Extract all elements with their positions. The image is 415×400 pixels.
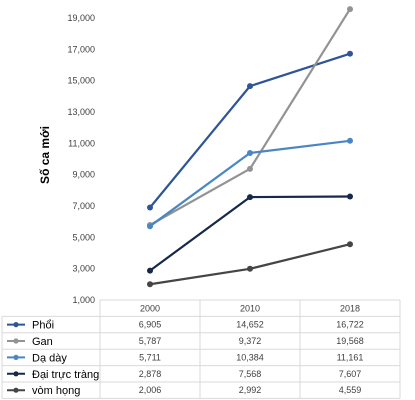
data-value-label: 5,711	[139, 352, 161, 362]
data-value-label: 10,384	[236, 352, 264, 362]
y-axis-ticks: 1,000 3,000 5,000 7,000 9,000 11,000 13,000 15,…	[67, 13, 95, 305]
data-value-label: 7,568	[239, 369, 262, 379]
data-value-label: 4,559	[339, 385, 362, 395]
series-name: Đại trực tràng	[32, 369, 99, 381]
y-tick-label: 19,000	[67, 13, 95, 23]
data-point	[347, 137, 353, 144]
data-point	[347, 6, 353, 13]
data-table: 2000 2010 2018 Phổi 6,905 14,652 16,722 Gan 5,78…	[1, 299, 401, 399]
legend-marker-key	[13, 338, 19, 344]
data-point	[247, 165, 253, 172]
series-name: Phổi	[32, 320, 54, 332]
data-value-label: 11,161	[337, 352, 364, 362]
y-tick-label: 5,000	[72, 232, 95, 242]
data-value-label: 9,372	[239, 336, 262, 346]
legend-marker-key	[13, 387, 19, 393]
y-tick-label: 7,000	[72, 201, 95, 211]
data-value-label: 2,992	[239, 385, 262, 395]
y-tick-label: 9,000	[72, 170, 95, 180]
y-tick-label: 17,000	[67, 44, 95, 54]
data-value-label: 2,878	[139, 369, 162, 379]
data-value-label: 19,568	[336, 336, 364, 346]
y-tick-label: 13,000	[67, 107, 95, 117]
data-point	[247, 149, 253, 156]
data-point	[147, 204, 153, 211]
data-point	[347, 193, 353, 200]
data-point	[247, 265, 253, 272]
data-point	[247, 83, 253, 90]
x-category-label: 2018	[340, 304, 360, 314]
legend-marker-key	[13, 371, 19, 377]
series-name: Dạ dày	[32, 352, 67, 364]
data-point	[147, 223, 153, 230]
legend-marker-key	[13, 354, 19, 360]
data-value-label: 5,787	[139, 336, 162, 346]
data-point	[147, 281, 153, 288]
x-category-label: 2000	[140, 304, 160, 314]
series-name: Gan	[32, 336, 53, 348]
series-name: vòm họng	[32, 385, 80, 397]
data-value-label: 2,006	[139, 385, 162, 395]
y-tick-label: 1,000	[72, 295, 95, 305]
y-tick-label: 15,000	[67, 76, 95, 86]
series-line	[149, 52, 351, 209]
data-point	[147, 267, 153, 274]
data-value-label: 6,905	[139, 320, 162, 330]
y-tick-label: 3,000	[72, 264, 95, 274]
data-point	[347, 241, 353, 248]
legend-marker-key	[13, 322, 19, 328]
series-lines	[147, 6, 353, 288]
data-value-label: 7,607	[339, 369, 362, 379]
data-value-label: 14,652	[236, 320, 264, 330]
y-tick-label: 11,000	[68, 138, 95, 148]
series-line	[149, 243, 351, 286]
data-point	[247, 194, 253, 201]
data-value-label: 16,722	[336, 320, 364, 330]
data-point	[347, 50, 353, 57]
x-category-label: 2010	[240, 304, 260, 314]
y-axis-label: Số ca mới	[38, 126, 52, 184]
series-line	[149, 8, 351, 226]
